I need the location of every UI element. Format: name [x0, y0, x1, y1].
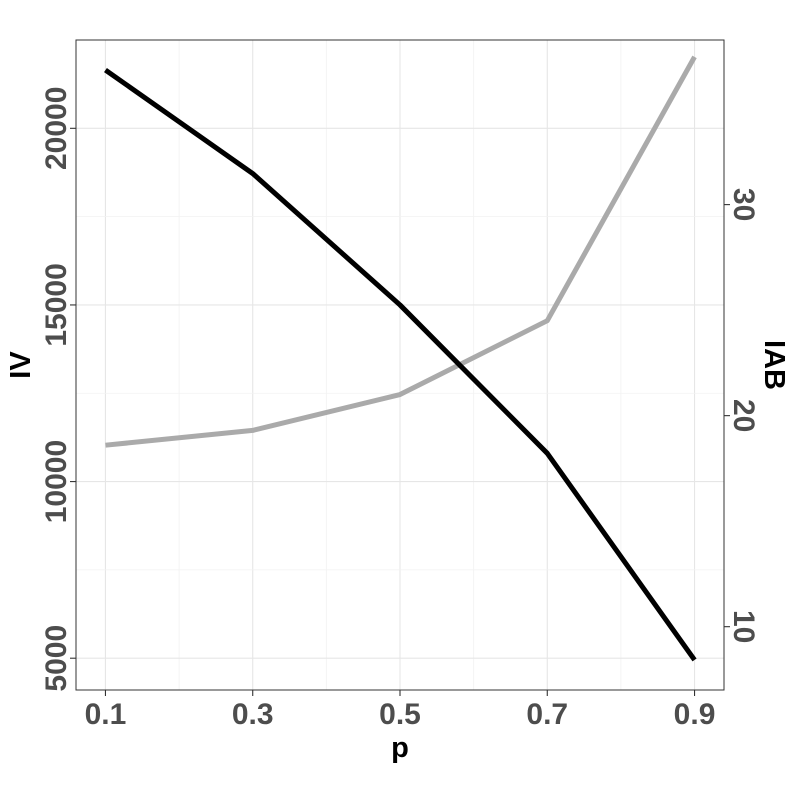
- y-left-axis-title: IV: [5, 351, 37, 379]
- y-right-tick-label: 20: [727, 399, 760, 432]
- series-line-right-axis: [105, 55, 697, 448]
- series-group: [104, 55, 697, 662]
- x-axis-ticks: 0.1 0.3 0.5 0.7 0.9: [85, 690, 716, 731]
- x-axis-title: p: [391, 732, 409, 764]
- y-right-tick-label: 30: [727, 188, 760, 221]
- x-tick-label: 0.7: [526, 698, 568, 731]
- y-left-tick-label: 5000: [40, 625, 73, 692]
- x-tick-label: 0.9: [674, 698, 716, 731]
- x-tick-label: 0.5: [379, 698, 421, 731]
- y-left-tick-label: 10000: [40, 440, 73, 523]
- x-tick-label: 0.1: [85, 698, 127, 731]
- y-right-axis-ticks: 10 20 30: [724, 188, 760, 643]
- y-left-axis-ticks: 5000 10000 15000 20000: [40, 87, 76, 692]
- x-tick-label: 0.3: [232, 698, 274, 731]
- y-right-axis-title: IAB: [758, 340, 790, 390]
- grid: [76, 40, 724, 690]
- y-right-tick-label: 10: [727, 610, 760, 643]
- y-left-tick-label: 20000: [40, 87, 73, 170]
- series-line-left-axis: [104, 67, 697, 662]
- y-left-tick-label: 15000: [40, 263, 73, 346]
